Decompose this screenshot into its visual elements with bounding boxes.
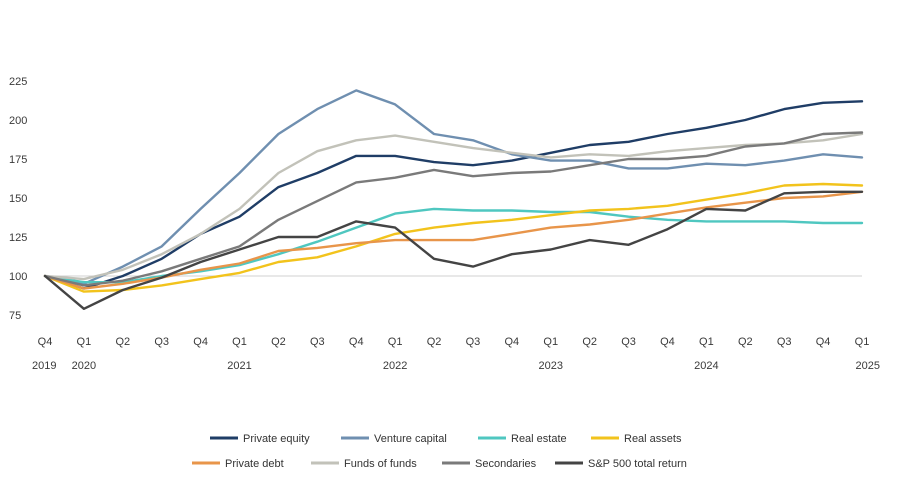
x-tick-label: Q4 [193, 336, 208, 348]
x-year-label: 2020 [72, 360, 96, 372]
series-line-funds-of-funds [43, 132, 864, 281]
x-tick-label: Q1 [699, 336, 714, 348]
x-tick-label: Q3 [310, 336, 325, 348]
x-year-label: 2021 [227, 360, 251, 372]
x-tick-label: Q2 [427, 336, 442, 348]
x-axis-quarter-ticks: Q4 Q1 Q2 Q3 Q4 Q1 Q2 Q3 Q4 Q1 Q2 Q3 Q4 Q1 Q2 Q3 Q4 Q1 Q2 Q3… [38, 336, 870, 348]
x-tick-label: Q4 [349, 336, 364, 348]
series-line-real-estate [43, 207, 864, 284]
series-line-real-assets [43, 182, 864, 293]
x-tick-label: Q3 [154, 336, 169, 348]
series-line-venture-capital [43, 89, 864, 285]
legend-label: Secondaries [475, 458, 537, 470]
y-tick-label: 150 [9, 193, 27, 205]
legend-label: Funds of funds [344, 458, 417, 470]
x-year-label: 2019 [32, 360, 56, 372]
x-tick-label: Q4 [660, 336, 675, 348]
x-tick-label: Q1 [77, 336, 92, 348]
x-tick-label: Q3 [777, 336, 792, 348]
series-line-secondaries [43, 131, 864, 287]
legend-label: Real estate [511, 433, 567, 445]
x-tick-label: Q2 [582, 336, 597, 348]
x-tick-label: Q1 [543, 336, 558, 348]
series-line-s-p-500-total-return [43, 190, 864, 310]
x-year-label: 2022 [383, 360, 407, 372]
x-tick-label: Q4 [505, 336, 520, 348]
series-line-private-debt [43, 190, 864, 290]
y-tick-label: 200 [9, 115, 27, 127]
legend-label: Private debt [225, 458, 284, 470]
y-tick-label: 225 [9, 76, 27, 88]
series-lines [43, 89, 864, 310]
x-year-label: 2025 [856, 360, 880, 372]
legend-label: Venture capital [374, 433, 447, 445]
x-tick-label: Q4 [816, 336, 831, 348]
y-tick-label: 100 [9, 271, 27, 283]
legend-label: Real assets [624, 433, 682, 445]
legend: Private equity Venture capital Real estate… [192, 433, 687, 470]
series-line-private-equity [43, 100, 864, 290]
x-tick-label: Q3 [621, 336, 636, 348]
x-tick-label: Q2 [738, 336, 753, 348]
y-tick-label: 75 [9, 310, 21, 322]
x-tick-label: Q2 [271, 336, 286, 348]
y-axis-ticks: 75 100 125 150 175 200 225 [9, 76, 27, 322]
x-tick-label: Q2 [115, 336, 130, 348]
legend-label: S&P 500 total return [588, 458, 687, 470]
x-tick-label: Q3 [466, 336, 481, 348]
x-tick-label: Q1 [855, 336, 870, 348]
x-tick-label: Q1 [388, 336, 403, 348]
x-tick-label: Q1 [232, 336, 247, 348]
y-tick-label: 175 [9, 154, 27, 166]
x-year-label: 2023 [539, 360, 563, 372]
y-tick-label: 125 [9, 232, 27, 244]
x-tick-label: Q4 [38, 336, 53, 348]
x-year-label: 2024 [694, 360, 718, 372]
legend-label: Private equity [243, 433, 310, 445]
x-axis-year-ticks: 2019 2020 2021 2022 2023 2024 2025 [32, 360, 880, 372]
